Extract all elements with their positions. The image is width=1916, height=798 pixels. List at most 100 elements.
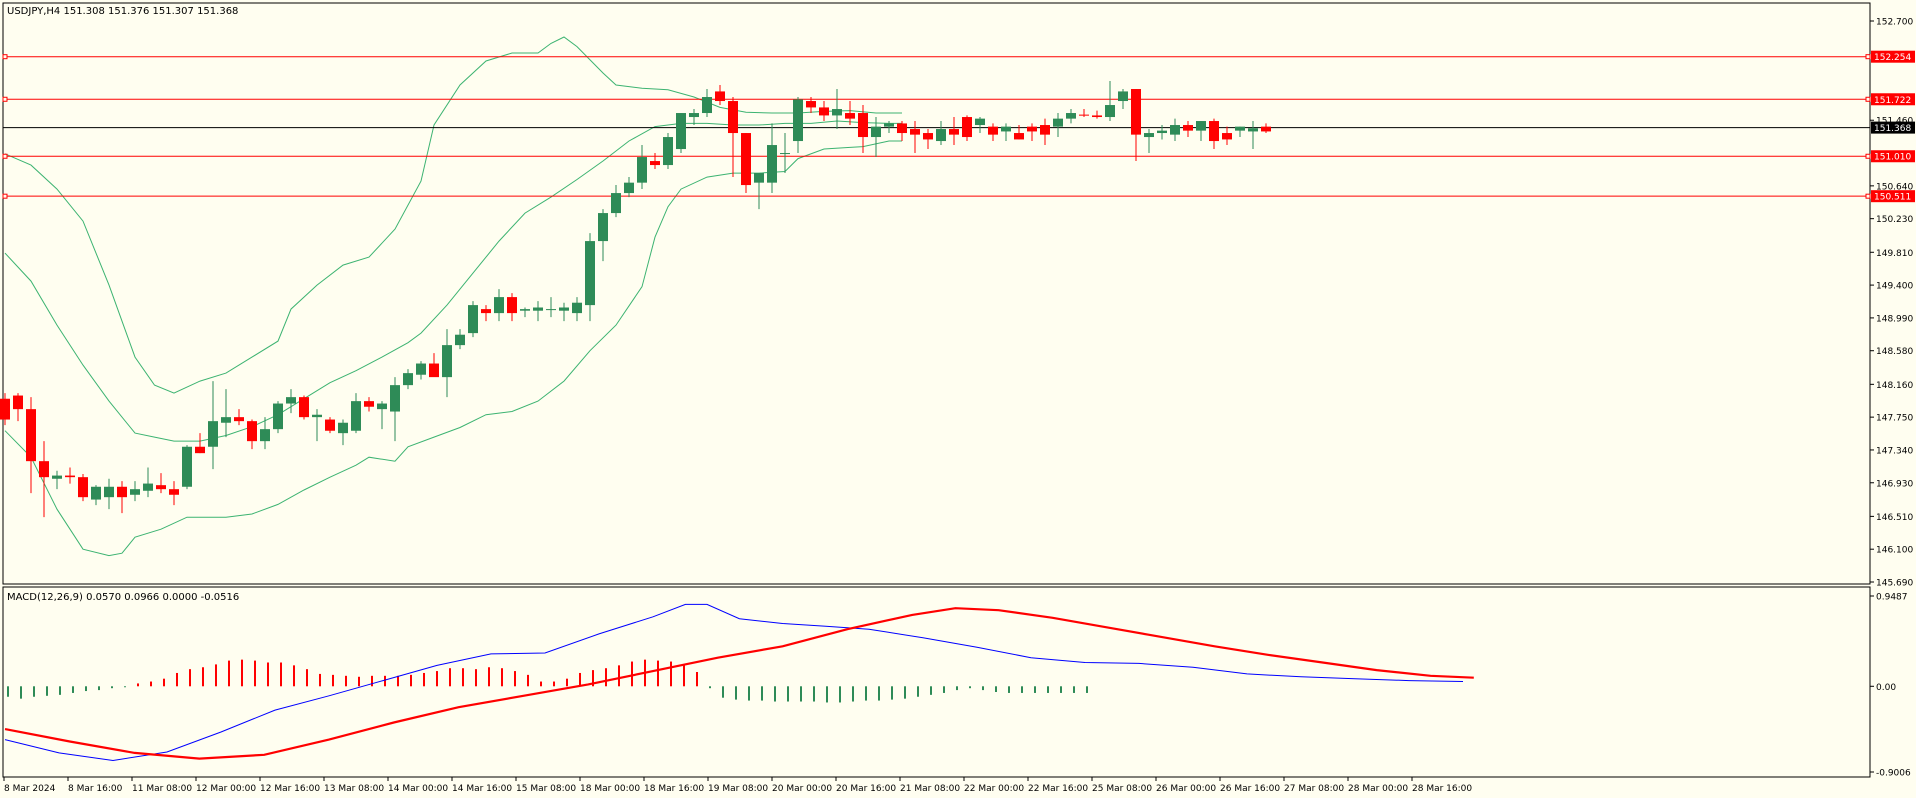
price-tick-label-19: 145.690 [1876, 579, 1913, 589]
candle-79 [1027, 123, 1037, 142]
price-panel[interactable]: 152.254 151.722 151.368 151.010 150.511 152.7… [0, 2, 1915, 589]
level-handle-right-1 [1865, 96, 1871, 102]
candle-body [1183, 125, 1193, 131]
candle-57 [741, 133, 751, 194]
candle-body [520, 309, 530, 311]
candle-body [1131, 89, 1141, 135]
candle-body [611, 193, 621, 214]
candle-36 [468, 301, 478, 338]
level-tag-3 [1871, 150, 1915, 163]
candle-48 [624, 177, 634, 198]
candle-body [598, 213, 608, 242]
candle-53 [689, 109, 699, 126]
candle-body [247, 421, 257, 442]
candle-body [169, 489, 179, 495]
candle-20 [260, 417, 270, 450]
candle-78 [1014, 125, 1024, 140]
time-tick-label-12: 20 Mar 00:00 [772, 784, 832, 794]
candle-body [338, 422, 348, 434]
candle-body [26, 409, 36, 462]
candle-4 [52, 470, 62, 490]
candle-18 [234, 409, 244, 426]
level-tag-4 [1871, 190, 1915, 203]
candle-19 [247, 419, 257, 450]
level-handle-left-3 [2, 153, 8, 159]
time-tick-label-7: 14 Mar 16:00 [452, 784, 512, 794]
candle-61 [793, 97, 803, 154]
candle-body [767, 145, 777, 183]
level-tag-1 [1871, 93, 1915, 106]
candle-body [572, 302, 582, 314]
candle-body [975, 118, 985, 126]
candle-54 [702, 89, 712, 118]
price-tick-label-3: 151.460 [1876, 117, 1913, 127]
time-tick-label-10: 18 Mar 16:00 [644, 784, 704, 794]
candle-31 [403, 369, 413, 390]
candle-40 [520, 307, 530, 318]
macd-signal-line [4, 607, 1474, 760]
candle-0 [0, 393, 10, 426]
price-tick-label-17: 146.510 [1876, 513, 1913, 523]
candle-body [884, 123, 894, 127]
candle-body [1196, 121, 1206, 131]
candle-body [104, 486, 114, 498]
bollinger-middle [4, 120, 902, 442]
candle-16 [208, 381, 218, 470]
candle-3 [39, 441, 49, 518]
macd-tick-label-2: -0.9006 [1876, 769, 1911, 779]
candle-9 [117, 481, 127, 514]
candle-body [1248, 128, 1258, 132]
candle-76 [988, 123, 998, 142]
candle-21 [273, 401, 283, 434]
candle-body [754, 173, 764, 183]
candle-73 [949, 117, 959, 146]
level-handle-left-1 [2, 96, 8, 102]
candle-body [1079, 114, 1089, 116]
candle-body [0, 398, 10, 420]
candle-body [702, 97, 712, 114]
price-tick-label-12: 148.580 [1876, 347, 1913, 357]
candle-85 [1105, 81, 1115, 122]
candle-body [793, 99, 803, 142]
macd-panel[interactable]: 0.9487 0.00 -0.9006 MACD(12,26,9) 0.0570 0… [2, 586, 1911, 779]
candle-82 [1066, 109, 1076, 124]
candle-7 [91, 485, 101, 506]
candle-body [351, 401, 361, 431]
price-tick-label-10: 149.400 [1876, 282, 1913, 292]
time-tick-label-4: 12 Mar 16:00 [260, 784, 320, 794]
macd-tick-label-0: 0.9487 [1876, 593, 1908, 603]
candle-56 [728, 97, 738, 178]
candle-body [1066, 113, 1076, 119]
candle-2 [26, 397, 36, 494]
candle-body [364, 401, 374, 407]
candle-95 [1235, 126, 1245, 138]
candle-93 [1209, 118, 1219, 150]
candle-body [923, 133, 933, 140]
candle-59 [767, 123, 777, 194]
candle-body [481, 309, 491, 314]
candle-body [429, 363, 439, 378]
candle-75 [975, 117, 985, 134]
candle-body [39, 461, 49, 478]
level-tag-label-1: 151.722 [1874, 96, 1911, 106]
candle-body [871, 126, 881, 138]
candle-body [78, 477, 88, 498]
level-handle-right-4 [1865, 193, 1871, 199]
candle-39 [507, 293, 517, 322]
candle-body [494, 297, 504, 314]
macd-histogram [7, 659, 1088, 703]
candle-29 [377, 401, 387, 430]
price-levels[interactable] [2, 54, 1871, 199]
candle-body [182, 446, 192, 487]
price-tick-label-9: 149.810 [1876, 249, 1913, 259]
time-tick-label-1: 8 Mar 16:00 [68, 784, 123, 794]
candle-body [1235, 126, 1245, 131]
candle-body [806, 101, 816, 108]
candle-body [689, 113, 699, 118]
candle-body [468, 305, 478, 334]
candle-body [715, 91, 725, 102]
price-tick-label-0: 152.700 [1876, 18, 1913, 28]
macd-axis: 0.9487 0.00 -0.9006 [1870, 593, 1911, 779]
candle-27 [351, 393, 361, 434]
